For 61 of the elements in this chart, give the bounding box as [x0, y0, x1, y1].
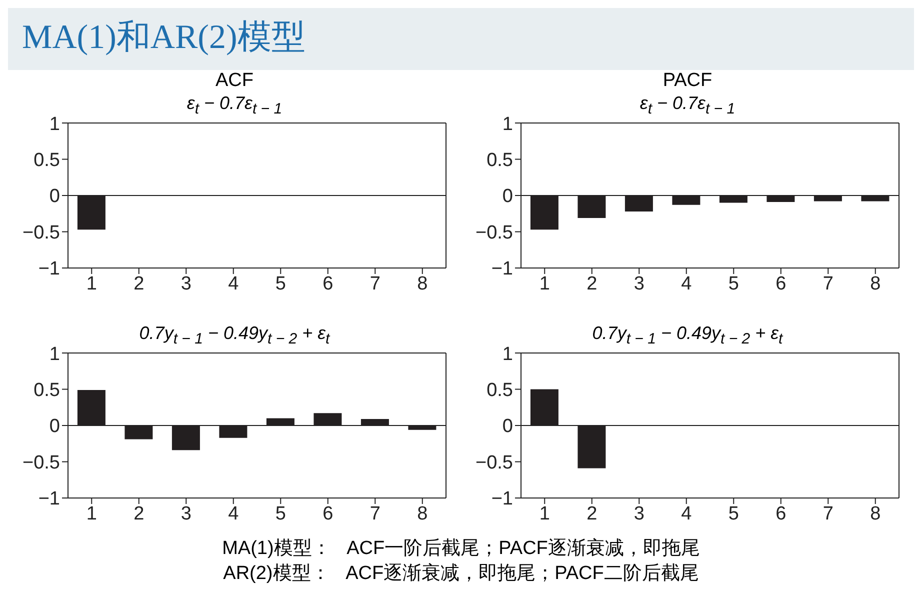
x-tick-label: 6	[322, 273, 334, 294]
x-tick-label: 1	[539, 503, 550, 524]
y-tick-label: −1	[38, 488, 60, 510]
x-tick-label: 5	[728, 273, 739, 294]
text: MA(1)和AR(2)模型	[22, 18, 306, 58]
x-tick-label: 7	[822, 503, 834, 524]
x-tick-label: 4	[228, 503, 240, 524]
y-tick-label: 0	[502, 186, 513, 208]
x-tick-label: 3	[634, 273, 644, 294]
y-tick-label: 0	[502, 416, 513, 438]
y-tick-label: 0.5	[34, 380, 60, 401]
x-tick-label: 7	[370, 503, 380, 524]
x-tick-label: 2	[586, 503, 598, 524]
chart-title: PACF	[662, 70, 714, 92]
y-tick-label: −1	[491, 258, 513, 280]
x-tick-label: 6	[322, 503, 334, 524]
y-tick-label: 0	[49, 186, 60, 208]
chart-subtitle: 0.7y$_{t − 1}$ − 0.49y$_{t − 2}$ + ε$_{t}$	[139, 323, 330, 348]
chart-subtitle: 0.7y$_{t − 1}$ − 0.49y$_{t − 2}$ + ε$_{t}$	[592, 323, 783, 348]
x-tick-label: 1	[86, 273, 97, 294]
text: MA(1)模型： ACF一阶后截尾；PACF逐渐衰减，即拖尾	[221, 537, 701, 561]
chart-subtitle: ε$_{t}$ − 0.7ε$_{t − 1}$	[640, 93, 736, 118]
x-tick-label: 4	[228, 273, 240, 294]
y-tick-label: 1	[49, 344, 60, 365]
x-tick-label: 2	[134, 503, 144, 524]
x-tick-label: 8	[870, 273, 881, 294]
y-tick-label: −0.5	[475, 452, 513, 474]
y-tick-label: 1	[502, 344, 513, 365]
x-tick-label: 6	[776, 273, 786, 294]
chart-title: ACF	[214, 70, 254, 92]
y-tick-label: −0.5	[22, 452, 60, 474]
text: AR(2)模型： ACF逐渐衰减，即拖尾；PACF二阶后截尾	[222, 562, 700, 586]
x-tick-label: 4	[681, 503, 692, 524]
x-tick-label: 6	[776, 503, 786, 524]
x-tick-label: 4	[681, 273, 692, 294]
x-tick-label: 3	[634, 503, 644, 524]
y-tick-label: −0.5	[475, 222, 513, 244]
y-tick-label: −1	[38, 258, 60, 280]
y-tick-label: 0	[49, 416, 60, 438]
x-tick-label: 8	[417, 273, 428, 294]
x-tick-label: 8	[417, 503, 428, 524]
x-tick-label: 5	[275, 503, 286, 524]
chart-subtitle: ε$_{t}$ − 0.7ε$_{t − 1}$	[186, 93, 282, 118]
y-tick-label: −0.5	[22, 222, 60, 244]
x-tick-label: 2	[586, 273, 598, 294]
x-tick-label: 5	[728, 503, 739, 524]
y-tick-label: 0.5	[34, 150, 60, 171]
x-tick-label: 3	[180, 503, 192, 524]
x-tick-label: 1	[539, 273, 550, 294]
y-tick-label: −1	[491, 488, 513, 510]
x-tick-label: 8	[870, 503, 881, 524]
x-tick-label: 5	[275, 273, 286, 294]
y-tick-label: 1	[502, 114, 513, 135]
y-tick-label: 1	[49, 114, 60, 135]
y-tick-label: 0.5	[486, 150, 513, 171]
x-tick-label: 1	[86, 503, 97, 524]
x-tick-label: 7	[370, 273, 380, 294]
x-tick-label: 7	[822, 273, 834, 294]
x-tick-label: 2	[134, 273, 144, 294]
y-tick-label: 0.5	[486, 380, 513, 401]
x-tick-label: 3	[180, 273, 192, 294]
